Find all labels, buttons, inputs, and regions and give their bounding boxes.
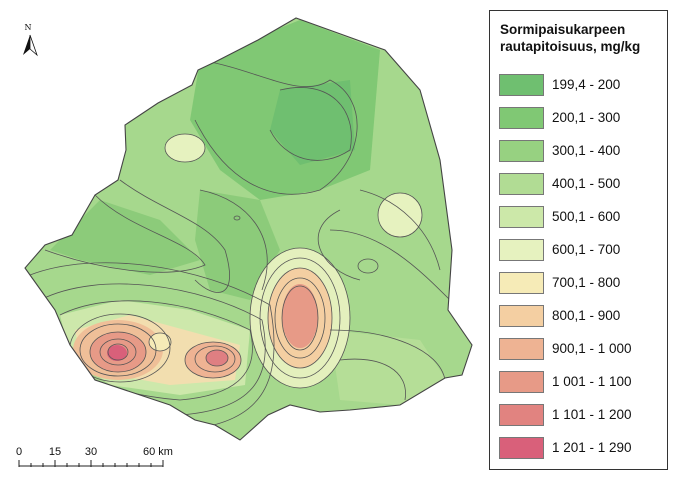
contour-line (377, 192, 423, 238)
legend-range-label: 400,1 - 500 (552, 176, 621, 191)
legend-title-line-2: rautapitoisuus, mg/kg (500, 39, 641, 54)
legend-range-label: 200,1 - 300 (552, 110, 621, 125)
legend-swatch (499, 239, 544, 261)
legend-item: 200,1 - 300 (499, 107, 664, 131)
legend-range-label: 1 001 - 1 100 (552, 374, 632, 389)
legend-item: 300,1 - 400 (499, 140, 664, 164)
contour-line (259, 257, 341, 379)
legend-item: 1 201 - 1 290 (499, 437, 664, 461)
contour-line (329, 229, 451, 301)
legend-range-label: 800,1 - 900 (552, 308, 621, 323)
contour-line (194, 59, 358, 195)
legend-swatch (499, 305, 544, 327)
contour-line (44, 194, 206, 273)
contour-line (329, 329, 446, 381)
north-arrow-right-half (29, 34, 38, 57)
legend-swatch (499, 140, 544, 162)
legend-range-label: 600,1 - 700 (552, 242, 621, 257)
legend-item: 1 101 - 1 200 (499, 404, 664, 428)
legend-range-label: 199,4 - 200 (552, 77, 621, 92)
small-patch-center (149, 333, 171, 351)
scale-label-0: 0 (16, 446, 22, 458)
contour-line (269, 87, 352, 161)
scale-label-15: 15 (49, 446, 61, 458)
contour-line (89, 331, 147, 373)
legend-swatch (499, 206, 544, 228)
high-patch-northeast (378, 193, 422, 237)
contour-line (205, 349, 229, 367)
contour-lines (29, 59, 451, 431)
contour-line (267, 267, 333, 369)
legend-item: 500,1 - 600 (499, 206, 664, 230)
contour-line (233, 215, 241, 221)
legend-range-label: 900,1 - 1 000 (552, 341, 632, 356)
legend-swatch (499, 437, 544, 459)
scale-bar-ticks (18, 460, 164, 467)
legend-item: 400,1 - 500 (499, 173, 664, 197)
legend-item: 700,1 - 800 (499, 272, 664, 296)
hotspot-center-core (206, 350, 228, 366)
hotspot-east-core (282, 284, 318, 348)
contour-line (29, 262, 275, 431)
legend: Sormipaisukarpeen rautapitoisuus, mg/kg … (489, 10, 668, 470)
legend-item: 900,1 - 1 000 (499, 338, 664, 362)
legend-title: Sormipaisukarpeen rautapitoisuus, mg/kg (500, 21, 640, 55)
contour-line (317, 209, 361, 281)
legend-swatch (499, 272, 544, 294)
legend-item: 199,4 - 200 (499, 74, 664, 98)
high-patch-northwest (165, 134, 205, 162)
contour-line (249, 247, 351, 389)
scale-label-60-km: 60 km (143, 446, 173, 458)
north-arrow-icon: N (23, 23, 38, 57)
north-letter: N (25, 23, 32, 32)
legend-swatch (499, 74, 544, 96)
legend-swatch (499, 338, 544, 360)
legend-swatch (499, 404, 544, 426)
contour-line (119, 179, 230, 293)
legend-range-label: 1 101 - 1 200 (552, 407, 632, 422)
contour-line (199, 189, 268, 291)
contour-line (184, 341, 242, 379)
zone-north-lowest (270, 80, 355, 165)
contour-line (164, 133, 206, 163)
legend-item: 800,1 - 900 (499, 305, 664, 329)
legend-swatch (499, 371, 544, 393)
legend-range-label: 700,1 - 800 (552, 275, 621, 290)
contour-line (359, 189, 441, 271)
contour-line (107, 343, 129, 361)
zone-west-low (50, 200, 200, 275)
interpolated-surface (25, 18, 472, 440)
contour-line (339, 358, 406, 401)
north-arrow-left-half (23, 35, 30, 55)
zone-central-low (195, 190, 280, 300)
contour-line (357, 258, 379, 274)
legend-swatch (499, 173, 544, 195)
zone-south-east (330, 330, 445, 405)
legend-swatch (499, 107, 544, 129)
legend-item: 600,1 - 700 (499, 239, 664, 263)
legend-item: 1 001 - 1 100 (499, 371, 664, 395)
scale-bar: 0 15 30 60 km (16, 446, 173, 467)
scale-label-30: 30 (85, 446, 97, 458)
contour-line (281, 285, 319, 351)
legend-range-label: 1 201 - 1 290 (552, 440, 632, 455)
legend-title-line-1: Sormipaisukarpeen (500, 22, 626, 37)
contour-line (194, 345, 236, 373)
contour-line (99, 338, 137, 366)
contour-line (274, 277, 326, 359)
legend-range-label: 500,1 - 600 (552, 209, 621, 224)
legend-range-label: 300,1 - 400 (552, 143, 621, 158)
hotspot-west-core (107, 345, 127, 361)
contour-line (148, 332, 172, 352)
